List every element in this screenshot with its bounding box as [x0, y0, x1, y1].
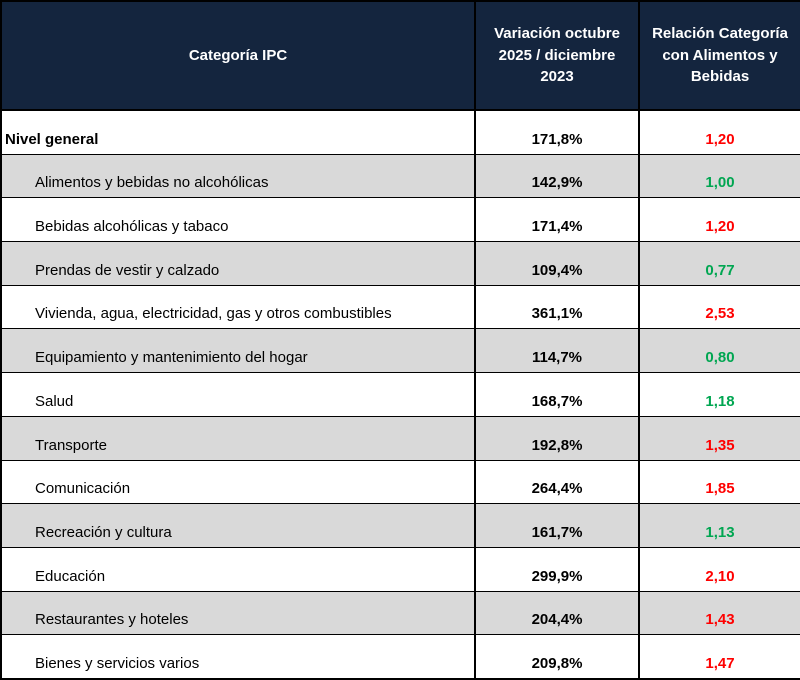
ratio-cell: 1,85 [638, 459, 800, 505]
ratio-cell: 1,47 [638, 634, 800, 680]
category-cell: Restaurantes y hoteles [0, 590, 476, 636]
variation-cell: 168,7% [474, 372, 640, 417]
ratio-cell: 0,80 [638, 328, 800, 374]
category-cell: Comunicación [0, 459, 476, 505]
ratio-cell: 1,20 [638, 109, 800, 155]
ratio-cell: 1,35 [638, 415, 800, 461]
table-row: Restaurantes y hoteles 204,4% 1,43 [0, 590, 800, 636]
category-cell: Recreación y cultura [0, 503, 476, 548]
variation-cell: 171,4% [474, 197, 640, 243]
ratio-cell: 0,77 [638, 241, 800, 286]
variation-cell: 171,8% [474, 109, 640, 155]
column-header-category: Categoría IPC [0, 0, 476, 111]
table-row: Alimentos y bebidas no alcohólicas 142,9%… [0, 153, 800, 199]
variation-cell: 161,7% [474, 503, 640, 548]
column-header-ratio: Relación Categoría con Alimentos y Bebid… [638, 0, 800, 111]
variation-cell: 114,7% [474, 328, 640, 374]
variation-cell: 361,1% [474, 284, 640, 330]
variation-cell: 192,8% [474, 415, 640, 461]
table-row: Prendas de vestir y calzado 109,4% 0,77 [0, 241, 800, 286]
category-cell: Vivienda, agua, electricidad, gas y otro… [0, 284, 476, 330]
category-cell: Bienes y servicios varios [0, 634, 476, 680]
table-body: Nivel general 171,8% 1,20 Alimentos y bebid… [0, 109, 800, 680]
table-row: Equipamiento y mantenimiento del hogar 11… [0, 328, 800, 374]
column-header-variation: Variación octubre 2025 / diciembre 2023 [474, 0, 640, 111]
variation-cell: 299,9% [474, 546, 640, 592]
category-cell: Equipamiento y mantenimiento del hogar [0, 328, 476, 374]
category-cell: Transporte [0, 415, 476, 461]
ratio-cell: 2,53 [638, 284, 800, 330]
table-header: Categoría IPC Variación octubre 2025 / d… [0, 0, 800, 111]
ratio-cell: 1,20 [638, 197, 800, 243]
table-row: Vivienda, agua, electricidad, gas y otro… [0, 284, 800, 330]
category-cell: Salud [0, 372, 476, 417]
table-row: Transporte 192,8% 1,35 [0, 415, 800, 461]
variation-cell: 204,4% [474, 590, 640, 636]
variation-cell: 264,4% [474, 459, 640, 505]
variation-cell: 142,9% [474, 153, 640, 199]
variation-cell: 209,8% [474, 634, 640, 680]
category-cell: Alimentos y bebidas no alcohólicas [0, 153, 476, 199]
ratio-cell: 1,43 [638, 590, 800, 636]
table-row: Nivel general 171,8% 1,20 [0, 109, 800, 155]
category-cell: Nivel general [0, 109, 476, 155]
category-cell: Prendas de vestir y calzado [0, 241, 476, 286]
category-cell: Educación [0, 546, 476, 592]
table-row: Educación 299,9% 2,10 [0, 546, 800, 592]
header-row: Categoría IPC Variación octubre 2025 / d… [0, 0, 800, 111]
table-row: Recreación y cultura 161,7% 1,13 [0, 503, 800, 548]
ratio-cell: 1,18 [638, 372, 800, 417]
ratio-cell: 1,00 [638, 153, 800, 199]
table-row: Bienes y servicios varios 209,8% 1,47 [0, 634, 800, 680]
variation-cell: 109,4% [474, 241, 640, 286]
table-row: Bebidas alcohólicas y tabaco 171,4% 1,20 [0, 197, 800, 243]
table-row: Salud 168,7% 1,18 [0, 372, 800, 417]
ratio-cell: 1,13 [638, 503, 800, 548]
category-cell: Bebidas alcohólicas y tabaco [0, 197, 476, 243]
table-row: Comunicación 264,4% 1,85 [0, 459, 800, 505]
